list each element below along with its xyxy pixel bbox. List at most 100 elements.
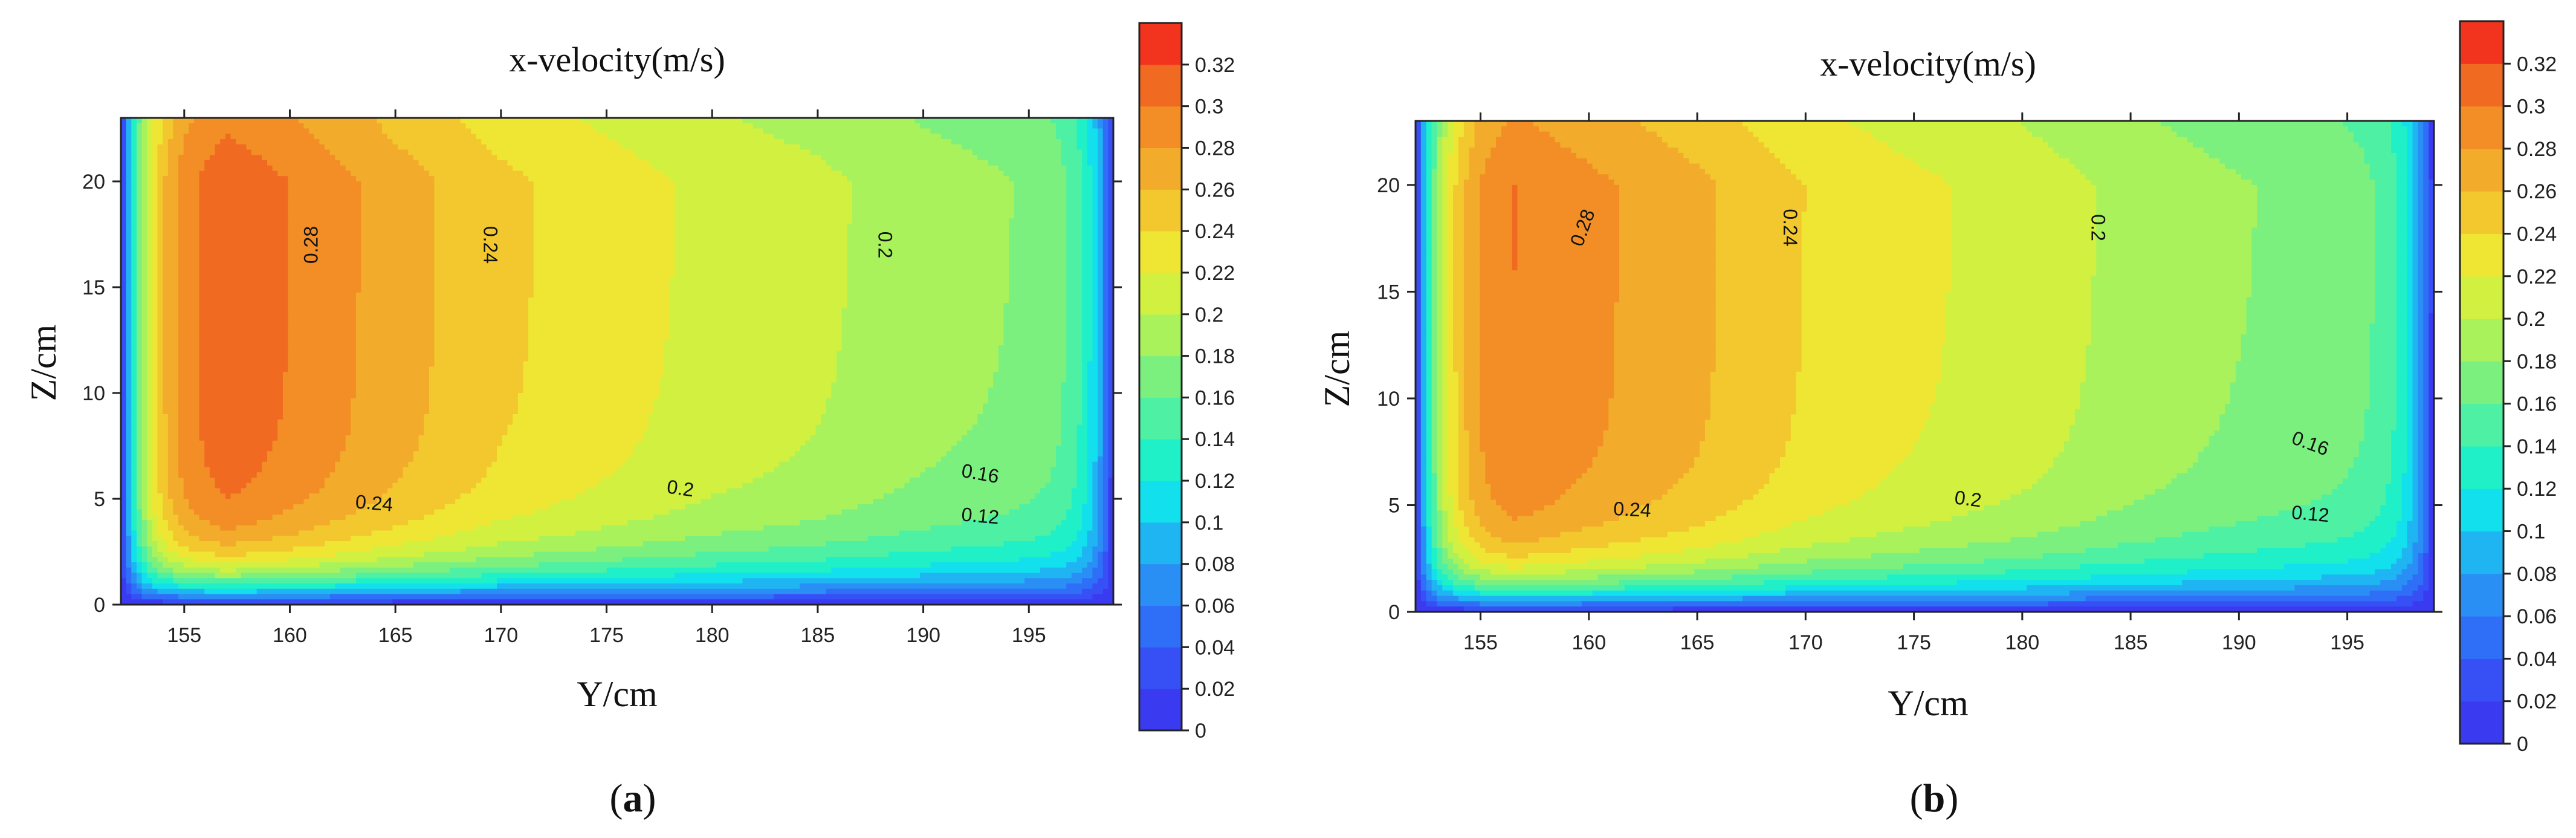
contour-band — [1426, 148, 1432, 154]
contour-band — [1092, 282, 1098, 288]
contour-band — [1416, 259, 1422, 266]
contour-band — [1458, 430, 1470, 437]
contour-band — [2412, 216, 2419, 223]
contour-band — [1512, 244, 1518, 250]
contour-band — [1102, 472, 1109, 478]
contour-band — [1946, 329, 2092, 335]
contour-band — [1066, 192, 1083, 198]
contour-label-text: 0.28 — [300, 226, 322, 264]
contour-band — [1431, 420, 1438, 426]
contour-band — [1485, 473, 1582, 479]
contour-band — [152, 303, 158, 309]
contour-band — [1608, 420, 1706, 426]
contour-band — [288, 340, 357, 346]
contour-band — [141, 530, 148, 537]
contour-band — [2251, 275, 2376, 282]
contour-band — [1098, 197, 1104, 203]
contour-band — [1924, 420, 2076, 426]
contour-band — [361, 224, 435, 230]
contour-band — [141, 134, 148, 140]
contour-band — [1619, 254, 1717, 261]
contour-band — [329, 472, 404, 478]
contour-band — [2412, 366, 2419, 372]
contour-band — [1463, 216, 1481, 223]
contour-band — [2407, 180, 2413, 186]
contour-band — [669, 308, 843, 314]
contour-band — [627, 456, 790, 463]
contour-band — [147, 160, 153, 166]
contour-band — [2396, 420, 2408, 426]
contour-band — [1431, 388, 1438, 394]
contour-band — [121, 213, 127, 219]
contour-band — [2429, 398, 2434, 404]
contour-band — [1102, 234, 1109, 241]
contour-band — [147, 398, 153, 404]
contour-band — [507, 424, 649, 431]
contour-band — [2423, 548, 2429, 554]
contour-band — [1448, 222, 1454, 229]
contour-band — [136, 134, 143, 140]
contour-band — [1426, 233, 1432, 239]
x-tick-label: 155 — [167, 624, 201, 647]
contour-band — [2241, 339, 2371, 346]
contour-band — [2091, 574, 2322, 580]
contour-band — [1098, 207, 1104, 214]
contour-band — [956, 440, 1062, 447]
contour-band — [178, 594, 331, 600]
contour-band — [282, 398, 352, 404]
contour-band — [1463, 558, 1481, 565]
contour-band — [2085, 377, 2236, 383]
contour-band — [157, 351, 163, 357]
contour-band — [1426, 238, 1432, 244]
contour-band — [1092, 165, 1098, 172]
contour-band — [1463, 206, 1481, 212]
contour-band — [1469, 494, 1491, 501]
contour-band — [1437, 339, 1443, 346]
contour-band — [2423, 542, 2429, 548]
contour-band — [1951, 270, 2097, 276]
contour-band — [2412, 131, 2419, 138]
contour-band — [1448, 297, 1454, 303]
contour-band — [1619, 516, 1717, 522]
contour-band — [2429, 334, 2434, 340]
contour-band — [1512, 190, 1518, 197]
contour-band — [136, 361, 143, 368]
contour-band — [1092, 313, 1098, 320]
contour-band — [1442, 270, 1449, 276]
contour-band — [325, 478, 398, 484]
contour-band — [152, 388, 158, 394]
contour-band — [361, 186, 435, 193]
contour-band — [434, 271, 534, 278]
contour-band — [199, 171, 279, 177]
contour-band — [131, 192, 137, 198]
contour-band — [126, 319, 132, 325]
contour-band — [1951, 254, 2097, 261]
contour-band — [2364, 152, 2397, 159]
contour-band — [2407, 403, 2413, 410]
contour-band — [1629, 510, 1727, 516]
contour-band — [1108, 393, 1113, 399]
contour-band — [136, 192, 143, 198]
contour-band — [163, 324, 179, 330]
contour-band — [1935, 398, 2081, 404]
contour-band — [1082, 398, 1088, 404]
contour-band — [1426, 131, 1432, 138]
contour-band — [1480, 222, 1513, 229]
contour-band — [1603, 441, 1700, 447]
contour-band — [256, 520, 331, 526]
contour-band — [1426, 441, 1432, 447]
contour-band — [131, 144, 137, 151]
contour-band — [131, 271, 137, 278]
contour-band — [1416, 478, 1422, 484]
contour-band — [1092, 583, 1109, 590]
contour-band — [1453, 227, 1464, 234]
contour-band — [1082, 213, 1093, 219]
contour-band — [2423, 281, 2429, 287]
contour-band — [2412, 409, 2419, 415]
contour-band — [669, 176, 848, 182]
contour-band — [1426, 382, 1432, 389]
contour-band — [1082, 525, 1093, 531]
contour-band — [2418, 473, 2424, 479]
contour-band — [141, 509, 148, 516]
